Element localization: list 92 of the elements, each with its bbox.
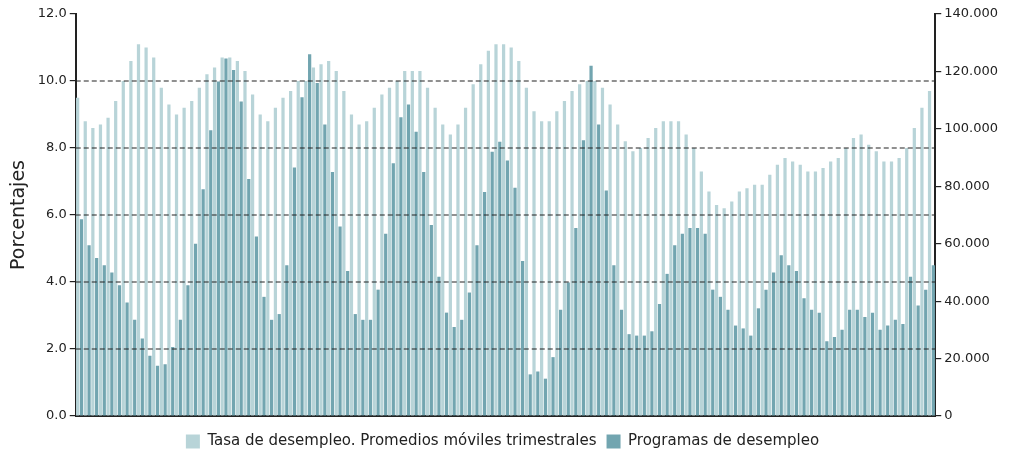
bar [730,201,734,416]
bar [441,124,445,416]
y-tick-label: 10.0 [37,72,67,88]
y2-tick-label: 0 [944,407,953,423]
bar [281,97,285,416]
bar [897,158,901,416]
bar [562,101,567,416]
y-tick-label: 0.0 [46,407,67,423]
y2-tick-label: 20.000 [944,349,990,365]
bar [912,127,916,416]
bar [452,326,456,416]
bar [155,365,160,416]
bar [448,134,452,416]
legend-label: Tasa de desempleo. Promedios móviles trimestrales [206,431,597,450]
bar [174,114,179,416]
bar [532,111,536,416]
bar [844,148,848,416]
bar [372,107,376,416]
bar [882,161,886,416]
bar [357,124,361,416]
bar [463,107,468,416]
bar [631,151,635,416]
bar [627,334,631,416]
legend-label: Programas de desempleo [628,431,820,450]
y2-tick-label: 60.000 [944,235,990,251]
bar [136,44,141,416]
bar [171,347,175,416]
bar [821,168,825,416]
bar [825,341,829,416]
bar [551,357,555,416]
bar [752,184,757,416]
bar [745,188,749,416]
bar [829,161,833,416]
bar [140,338,144,416]
y-tick-label: 4.0 [46,273,67,289]
y2-tick-label: 40.000 [944,292,990,308]
bar [269,319,274,416]
bar [806,171,810,416]
bar [623,141,627,416]
bar [182,107,186,416]
bar [638,148,643,416]
y2-tick-label: 100.000 [944,120,999,136]
bar [159,87,163,416]
bar [889,161,894,416]
bar [635,335,639,416]
bar [144,47,148,416]
bar [152,57,156,416]
bar [266,121,270,416]
bar [832,337,837,416]
y-tick-label: 8.0 [46,139,67,155]
bar [167,104,171,416]
bar [650,331,654,416]
bar [178,319,182,416]
y2-tick-label: 120.000 [944,62,999,78]
bar [129,60,133,416]
bar [661,121,665,416]
bar [543,378,548,416]
bar [536,371,540,416]
y2-tick-label: 140.000 [944,5,999,21]
bar [273,107,278,416]
bar [927,91,932,416]
bar [867,144,871,416]
bar [277,314,281,416]
bar [349,114,354,416]
bar [148,355,152,416]
bar [642,335,646,416]
bar [547,121,551,416]
bar [646,137,650,416]
bar [528,374,532,416]
y-axis-title: Porcentajes [6,160,29,270]
bar [368,319,373,416]
y-tick-label: 6.0 [46,206,67,222]
bar [540,121,544,416]
bar [114,101,118,416]
bar [851,137,856,416]
y-tick-label: 12.0 [37,5,67,21]
bar [121,81,125,416]
bar [737,191,741,416]
bar [524,87,529,416]
bar [654,127,658,416]
y-tick-label: 2.0 [46,340,67,356]
bar [813,171,818,416]
bar [874,151,878,416]
bar [859,134,863,416]
bar [836,158,840,416]
bar [920,107,924,416]
bar [163,364,167,416]
bar [555,111,559,416]
y2-tick-label: 80.000 [944,177,990,193]
bar [133,319,137,416]
bar [456,124,460,416]
bar [365,121,369,416]
